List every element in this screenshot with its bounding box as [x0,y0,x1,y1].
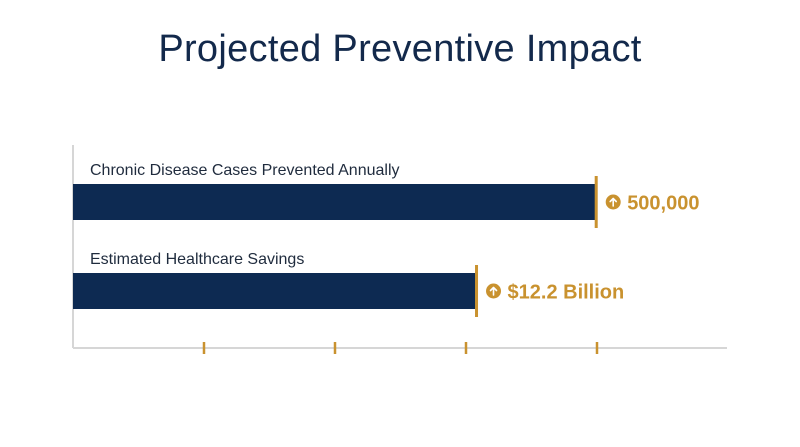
arrow-up-glyph [609,197,617,207]
data-label: 500,000 [627,193,699,215]
bar [73,184,597,220]
chart-title: Projected Preventive Impact [158,28,642,70]
data-label: $12.2 Billion [508,282,625,304]
category-label: Chronic Disease Cases Prevented Annually [90,162,400,179]
bar [73,273,477,309]
category-label: Estimated Healthcare Savings [90,251,304,268]
arrow-up-glyph [489,286,498,296]
